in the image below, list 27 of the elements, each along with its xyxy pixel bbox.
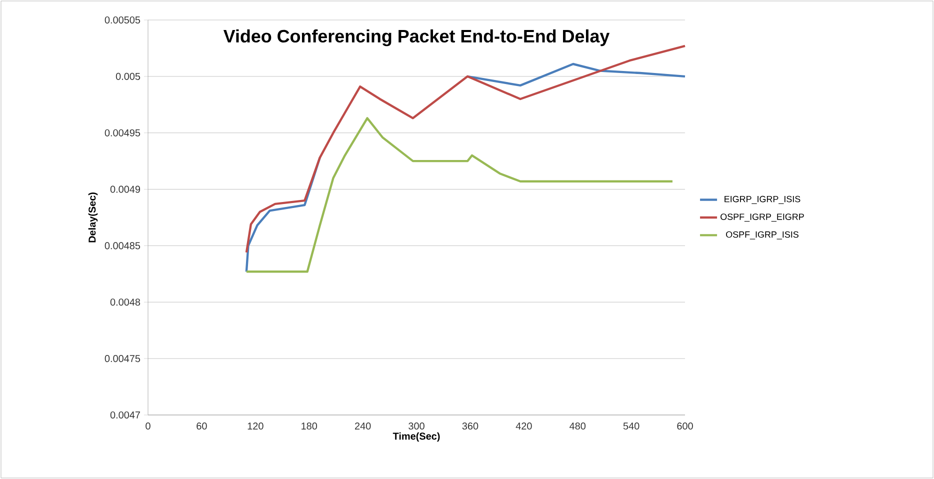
x-tick-label: 0: [146, 422, 150, 430]
legend-label: OSPF_IGRP_ISIS: [726, 231, 798, 240]
x-tick-label: 540: [623, 422, 640, 430]
x-tick-label: 360: [462, 422, 478, 430]
x-tick-label: 120: [248, 422, 264, 430]
x-tick-label: 600: [677, 422, 693, 430]
y-tick-label: 0.0047: [110, 411, 140, 419]
x-tick-label: 480: [570, 422, 586, 430]
y-tick-label: 0.0048: [110, 298, 140, 306]
y-tick-label: 0.00495: [104, 129, 140, 136]
y-axis-title: Delay(Sec): [88, 192, 98, 242]
legend-label: OSPF_IGRP_EIGRP: [720, 214, 804, 222]
chart-title: Video Conferencing Packet End-to-End Delay: [223, 29, 610, 46]
x-tick-label: 240: [354, 422, 371, 430]
y-tick-label: 0.00475: [104, 355, 140, 362]
x-tick-label: 300: [408, 422, 424, 430]
y-tick-label: 0.00485: [104, 242, 140, 250]
y-tick-label: 0.005: [116, 72, 140, 80]
x-tick-label: 180: [302, 422, 318, 430]
y-tick-label: 0.00505: [104, 16, 140, 24]
x-tick-label: 420: [516, 422, 532, 430]
x-axis-title: Time(Sec): [392, 432, 440, 442]
y-tick-label: 0.0049: [110, 186, 140, 193]
x-tick-label: 60: [196, 422, 207, 430]
line-series: [245, 44, 686, 254]
line-series: [245, 117, 674, 273]
legend-label: EIGRP_IGRP_ISIS: [724, 196, 800, 204]
